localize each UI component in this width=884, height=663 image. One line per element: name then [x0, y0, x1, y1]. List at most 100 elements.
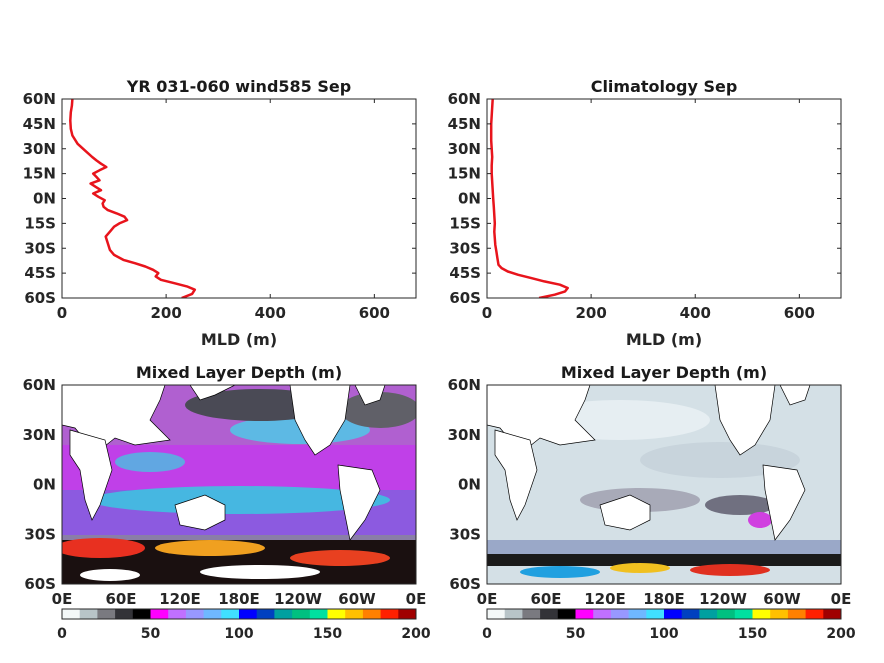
colorbar-swatch	[717, 609, 736, 619]
chart-title: YR 031-060 wind585 Sep	[126, 77, 351, 96]
x-tick-label: 120E	[584, 590, 626, 608]
map-dark-patch	[705, 495, 775, 515]
x-tick-label: 60W	[338, 590, 376, 608]
x-tick-label: 600	[784, 304, 815, 322]
axes-frame	[486, 384, 842, 585]
x-tick-label: 0	[57, 304, 67, 322]
map-white-patch	[80, 569, 140, 581]
colorbar-swatch	[274, 609, 293, 619]
x-axis-label: MLD (m)	[201, 330, 277, 349]
y-tick-label: 60N	[448, 90, 481, 108]
colorbar-swatch	[770, 609, 789, 619]
x-tick-label: 0E	[477, 590, 498, 608]
x-tick-label: 0E	[406, 590, 427, 608]
y-tick-label: 30S	[24, 525, 56, 543]
colorbar-swatch	[150, 609, 169, 619]
colorbar-swatch	[362, 609, 382, 619]
colorbar: 0 50 100 150 200	[482, 608, 856, 642]
map-land-south-america	[337, 464, 381, 541]
y-tick-label: 15N	[448, 165, 481, 183]
axes-frame	[61, 384, 417, 585]
x-tick-label: 60E	[530, 590, 561, 608]
y-tick-label: 45S	[24, 264, 56, 282]
colorbar-swatch	[185, 609, 205, 619]
map-orange-patch	[155, 540, 265, 556]
colorbar-tick-label: 200	[401, 626, 430, 642]
colorbar-swatch	[752, 609, 771, 619]
series-line	[69, 99, 197, 298]
colorbar-swatch	[380, 609, 399, 619]
colorbar-tick-label: 0	[482, 626, 492, 642]
y-tick-label: 0N	[458, 476, 481, 494]
map-southern-band	[487, 540, 841, 554]
map-land-north-america	[289, 385, 351, 456]
y-tick-label: 45S	[449, 264, 481, 282]
map-land-africa	[494, 429, 538, 521]
y-tick-label: 60S	[449, 575, 481, 593]
x-tick-label: 200	[575, 304, 606, 322]
x-axis-label: MLD (m)	[626, 330, 702, 349]
map-dark-north-atlantic	[340, 392, 416, 428]
colorbar-swatch	[699, 609, 718, 619]
y-tick-label: 60S	[449, 289, 481, 307]
series-line	[489, 99, 569, 298]
colorbar-frame	[61, 608, 417, 620]
x-tick-label: 120W	[274, 590, 322, 608]
colorbar-swatch	[221, 609, 240, 619]
x-tick-label: 400	[255, 304, 286, 322]
map-land-northeast-asia	[189, 385, 236, 401]
map-red-patch	[290, 550, 390, 566]
y-tick-label: 30N	[448, 426, 481, 444]
colorbar: 0 50 100 150 200	[57, 608, 431, 642]
x-tick-label: 0	[482, 304, 492, 322]
colorbar-swatch	[115, 609, 134, 619]
y-tick-label: 30S	[449, 525, 481, 543]
colorbar-swatch	[646, 609, 665, 619]
colorbar-swatch	[504, 609, 523, 619]
colorbar-tick-label: 50	[141, 626, 161, 642]
colorbar-tick-label: 100	[649, 626, 678, 642]
colorbar-swatch	[309, 609, 328, 619]
map-land-greenland	[354, 385, 386, 406]
y-tick-label: 60S	[24, 289, 56, 307]
x-tick-label: 120W	[699, 590, 747, 608]
colorbar-swatch	[557, 609, 576, 619]
colorbar-tick-label: 100	[224, 626, 253, 642]
x-tick-label: 60E	[105, 590, 136, 608]
colorbar-swatch	[823, 609, 842, 619]
y-tick-label: 60N	[23, 376, 56, 394]
y-tick-label: 15N	[23, 165, 56, 183]
colorbar-swatch	[628, 609, 647, 619]
colorbar-swatch	[487, 609, 506, 619]
y-tick-label: 45N	[23, 115, 56, 133]
map-yellow-patch	[610, 563, 670, 573]
map-land-africa	[69, 429, 113, 521]
x-tick-label: 0E	[831, 590, 852, 608]
colorbar-tick-label: 50	[566, 626, 586, 642]
colorbar-swatch	[522, 609, 541, 619]
y-tick-label: 0N	[33, 476, 56, 494]
colorbar-swatch	[203, 609, 222, 619]
x-tick-label: 400	[680, 304, 711, 322]
map-land-south-america	[762, 464, 806, 541]
colorbar-swatch	[168, 609, 187, 619]
map-land-australia	[599, 494, 651, 531]
colorbar-tick-label: 0	[57, 626, 67, 642]
colorbar-swatch	[575, 609, 594, 619]
colorbar-tick-label: 150	[738, 626, 767, 642]
map-red-patch	[62, 538, 145, 558]
x-tick-label: 200	[150, 304, 181, 322]
y-tick-label: 45N	[448, 115, 481, 133]
axes-frame	[486, 98, 842, 299]
y-tick-label: 30N	[23, 140, 56, 158]
profile-panel-left: YR 031-060 wind585 Sep 60N 45N 30N 15N 0N 15S…	[23, 77, 417, 349]
map-magenta-patch	[748, 512, 772, 528]
map-land-eurasia	[62, 385, 171, 451]
colorbar-swatch	[292, 609, 311, 619]
